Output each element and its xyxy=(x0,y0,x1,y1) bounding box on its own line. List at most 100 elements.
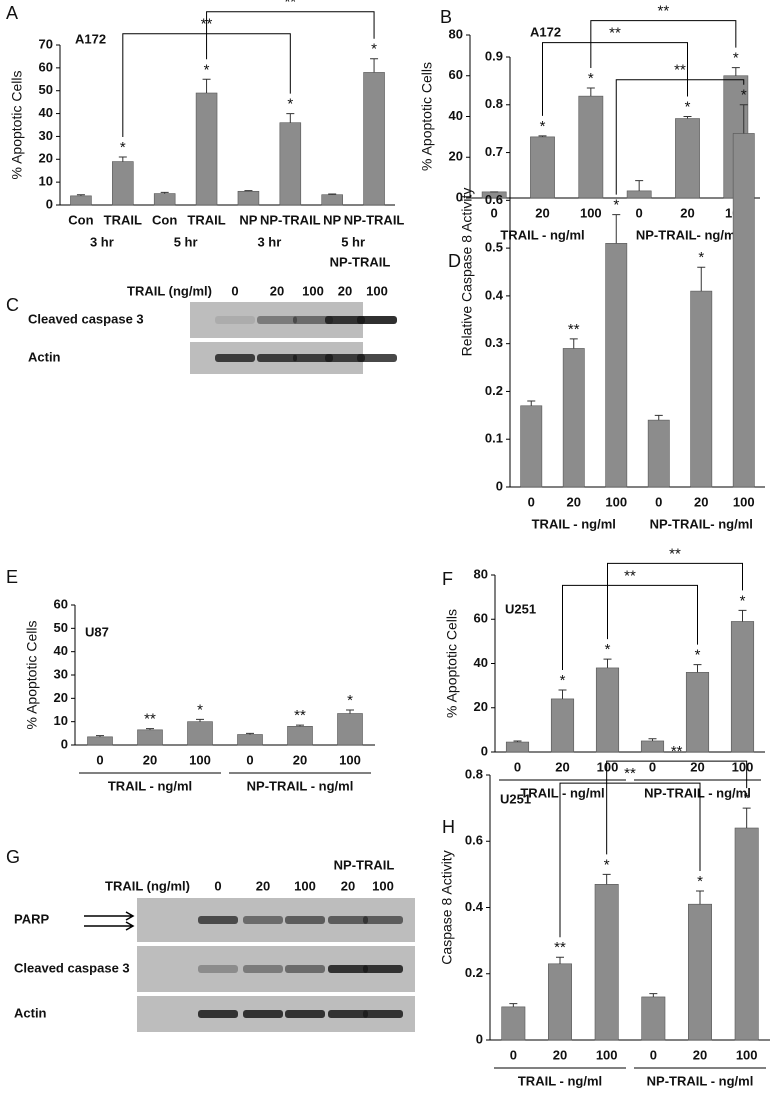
lane-label: 100 xyxy=(294,878,316,893)
lane-label: 0 xyxy=(231,283,238,298)
y-tick-label: 20 xyxy=(474,699,488,714)
y-axis-label: % Apoptotic Cells xyxy=(24,621,40,730)
blot-band xyxy=(285,965,325,973)
bar xyxy=(321,194,343,206)
group-label: 3 hr xyxy=(257,234,281,249)
treatment-label: TRAIL (ng/ml) xyxy=(105,878,190,893)
error-bar xyxy=(738,609,747,622)
error-bar xyxy=(697,266,706,292)
group-label: TRAIL - ng/ml xyxy=(520,785,604,800)
bracket-label: ** xyxy=(657,3,669,20)
cell-line: A172 xyxy=(75,31,106,46)
x-tick-label: 100 xyxy=(580,205,602,220)
y-tick-label: 0.6 xyxy=(485,192,503,207)
error-bar xyxy=(696,890,704,905)
bar xyxy=(237,734,263,746)
x-tick-label: NP xyxy=(239,212,257,227)
x-tick-label: 0 xyxy=(491,205,498,220)
group-label: 3 hr xyxy=(90,234,114,249)
significance: * xyxy=(605,641,611,658)
error-bar xyxy=(731,67,740,76)
significance: ** xyxy=(554,939,566,956)
bar xyxy=(690,290,713,488)
x-tick-label: 0 xyxy=(650,1047,657,1062)
blot-band xyxy=(198,1010,238,1018)
error-bar xyxy=(538,135,547,137)
significance: * xyxy=(287,96,293,113)
blot-band xyxy=(325,316,365,324)
lane-label: 100 xyxy=(372,878,394,893)
row-label: Cleaved caspase 3 xyxy=(28,311,144,326)
panel-letter: E xyxy=(6,567,18,587)
error-bar xyxy=(146,728,154,730)
error-bar xyxy=(556,956,564,964)
error-bar xyxy=(509,1003,518,1007)
bar xyxy=(647,419,670,488)
x-tick-label: 20 xyxy=(553,1047,567,1062)
y-tick-label: 50 xyxy=(39,82,53,97)
y-axis-label: Caspase 8 Activity xyxy=(439,850,455,964)
bar xyxy=(605,243,628,488)
error-bar xyxy=(160,191,169,194)
error-bar xyxy=(346,709,354,714)
significance: * xyxy=(588,70,594,87)
x-tick-label: 20 xyxy=(567,494,581,509)
blot-band xyxy=(243,965,283,973)
cell-line: A172 xyxy=(530,24,561,39)
group-label: 5 hr xyxy=(174,234,198,249)
significance: * xyxy=(685,98,691,115)
y-tick-label: 40 xyxy=(449,108,463,123)
y-tick-label: 60 xyxy=(54,596,68,611)
error-bar xyxy=(286,113,295,123)
blot-band xyxy=(328,965,368,973)
error-bar xyxy=(96,735,104,737)
blot-band xyxy=(257,354,297,362)
bar xyxy=(530,136,555,199)
significance: * xyxy=(540,118,546,135)
panel-letter: C xyxy=(6,295,19,315)
group-label: TRAIL - ng/ml xyxy=(532,516,616,531)
bar xyxy=(688,903,712,1041)
x-tick-label: 20 xyxy=(680,205,694,220)
cell-line: U87 xyxy=(85,624,109,639)
panel-letter: B xyxy=(440,7,452,27)
significance: * xyxy=(695,647,701,664)
significance: * xyxy=(741,87,747,104)
y-tick-label: 60 xyxy=(449,67,463,82)
error-bar xyxy=(683,116,692,119)
x-tick-label: 20 xyxy=(693,1047,707,1062)
y-tick-label: 10 xyxy=(54,713,68,728)
x-tick-label: 0 xyxy=(528,494,535,509)
group-label: NP-TRAIL- ng/ml xyxy=(636,227,739,242)
significance: * xyxy=(604,856,610,873)
group-label: NP-TRAIL - ng/ml xyxy=(644,785,751,800)
blot-band xyxy=(215,316,255,324)
panel-letter: D xyxy=(448,251,461,271)
blot-band xyxy=(293,354,333,362)
significance: * xyxy=(698,249,704,266)
bar xyxy=(550,698,575,753)
blot-band xyxy=(328,1010,368,1018)
x-tick-label: 20 xyxy=(690,759,704,774)
bar xyxy=(153,193,176,206)
bar xyxy=(641,996,666,1041)
x-tick-label: NP xyxy=(323,212,341,227)
y-axis-label: % Apoptotic Cells xyxy=(419,62,435,171)
bracket xyxy=(607,562,743,640)
significance: * xyxy=(347,692,353,709)
error-bar xyxy=(612,214,621,244)
significance: * xyxy=(740,592,746,609)
x-tick-label: 0 xyxy=(510,1047,517,1062)
group-label: TRAIL - ng/ml xyxy=(500,227,584,242)
row-label: Actin xyxy=(28,349,61,364)
y-axis-label: % Apoptotic Cells xyxy=(444,609,460,718)
error-bar xyxy=(76,194,85,196)
bracket-label: ** xyxy=(624,765,636,782)
bracket xyxy=(542,42,688,116)
x-tick-label: TRAIL xyxy=(104,212,142,227)
y-tick-label: 20 xyxy=(54,690,68,705)
error-bar xyxy=(244,190,253,192)
bar xyxy=(594,884,619,1041)
significance: ** xyxy=(294,707,306,724)
x-tick-label: 100 xyxy=(736,1047,758,1062)
